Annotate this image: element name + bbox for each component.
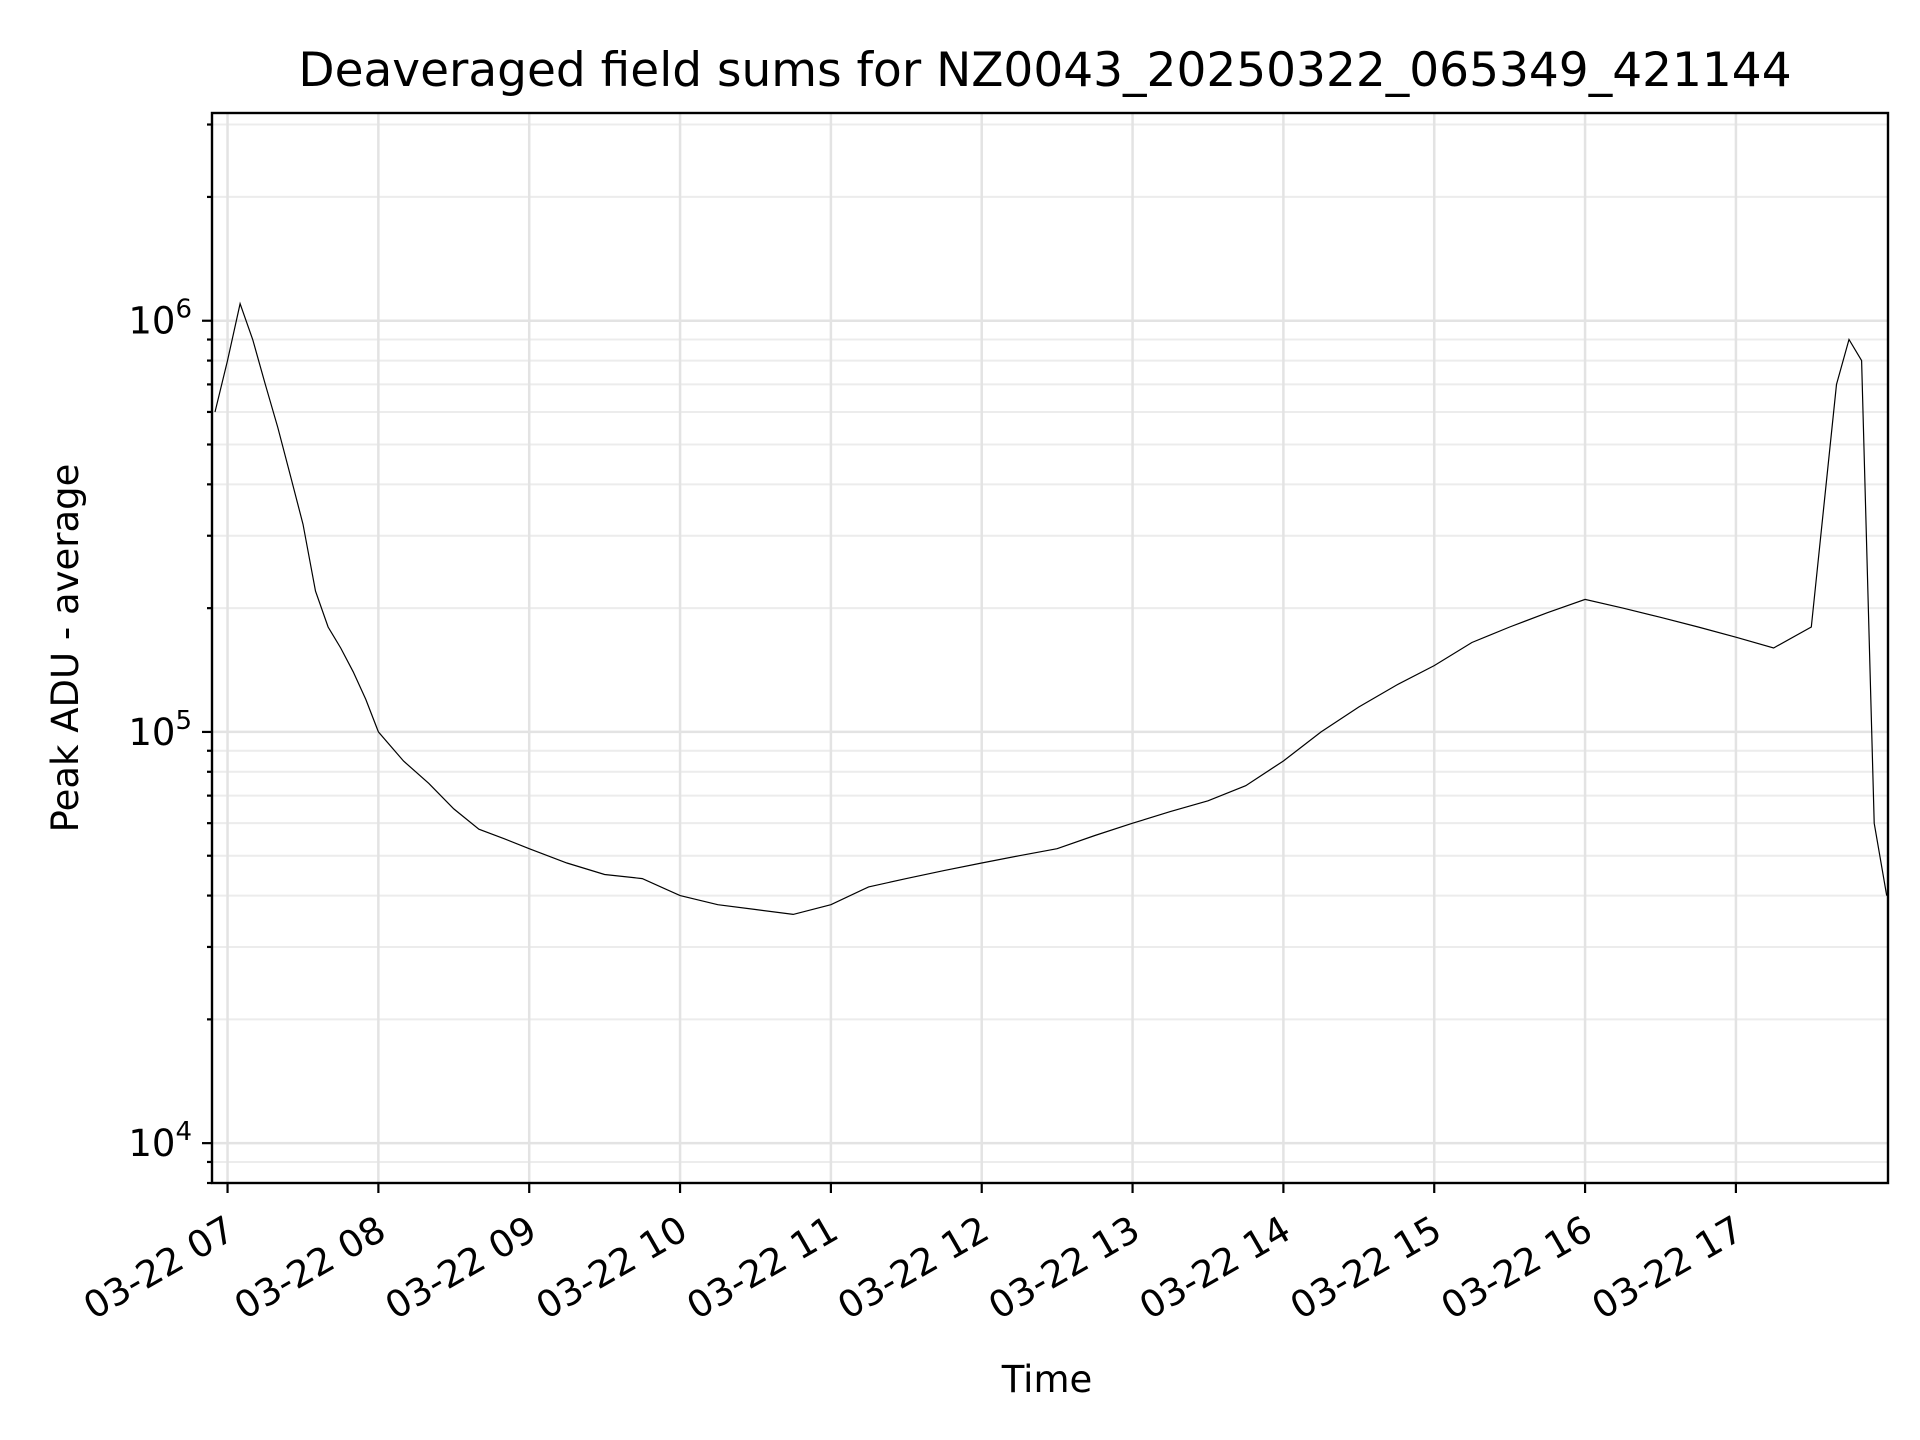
x-tick-label: 03-22 16 (1434, 1208, 1600, 1328)
x-tick-label: 03-22 07 (76, 1208, 242, 1328)
y-tick-label: 104 (128, 1117, 192, 1165)
y-tick-label: 105 (128, 706, 192, 754)
y-tick-label: 106 (128, 295, 192, 343)
x-tick-label: 03-22 12 (831, 1208, 997, 1328)
x-tick-label: 03-22 10 (529, 1208, 695, 1328)
x-tick-label: 03-22 17 (1585, 1208, 1751, 1328)
x-tick-label: 03-22 15 (1283, 1208, 1449, 1328)
x-tick-label: 03-22 08 (227, 1208, 393, 1328)
y-axis-label: Peak ADU - average (44, 464, 87, 833)
plot-frame (210, 111, 1890, 1185)
series-layer (214, 301, 1888, 916)
x-tick-label: 03-22 14 (1132, 1208, 1298, 1328)
x-axis-label: Time (1001, 1358, 1093, 1401)
x-tick-label: 03-22 09 (378, 1208, 544, 1328)
grid (212, 113, 1888, 1184)
chart-title: Deaveraged field sums for NZ0043_2025032… (298, 43, 1791, 98)
x-tick-label: 03-22 11 (680, 1208, 846, 1328)
x-tick-label: 03-22 13 (981, 1208, 1147, 1328)
data-series-line (214, 301, 1888, 916)
